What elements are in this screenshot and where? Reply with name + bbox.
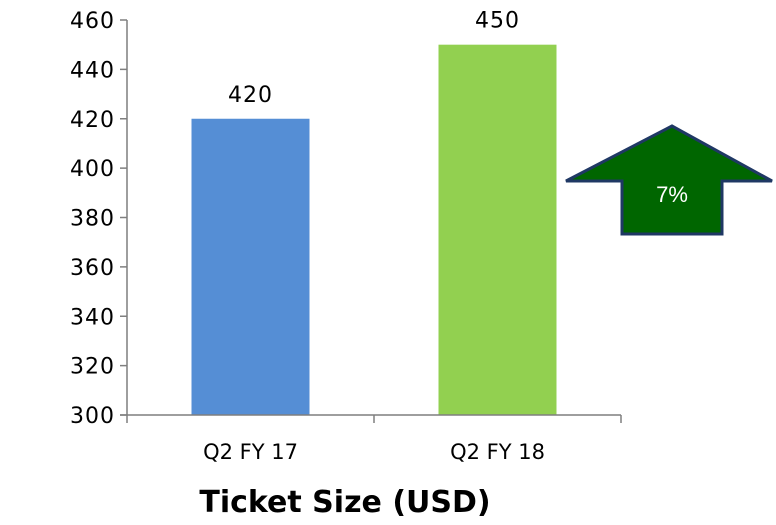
growth-arrow-shape (565, 124, 773, 236)
y-tick-label: 460 (70, 9, 115, 34)
y-tick-label: 420 (70, 108, 115, 133)
chart-title: Ticket Size (USD) (199, 485, 490, 520)
y-tick-label: 400 (70, 157, 115, 182)
data-labels: 420 450 (228, 9, 520, 108)
y-tick-label: 320 (70, 355, 115, 380)
axes (120, 20, 621, 416)
x-tick-label: Q2 FY 17 (203, 440, 298, 464)
x-tick-label: Q2 FY 18 (450, 440, 545, 464)
growth-arrow-label: 7% (656, 182, 688, 207)
y-tick-label: 360 (70, 256, 115, 281)
growth-arrow: 7% (565, 124, 773, 236)
y-tick-label: 340 (70, 305, 115, 330)
x-axis-ticks: Q2 FY 17 Q2 FY 18 (126, 415, 622, 464)
data-label: 420 (228, 83, 273, 108)
y-tick-label: 300 (70, 404, 115, 429)
data-label: 450 (475, 9, 520, 34)
bar (438, 44, 557, 415)
bars (191, 44, 557, 415)
y-tick-label: 380 (70, 207, 115, 232)
y-axis-ticks: 300 320 340 360 380 400 420 440 460 (70, 9, 127, 429)
bar (191, 118, 310, 415)
y-tick-label: 440 (70, 58, 115, 83)
